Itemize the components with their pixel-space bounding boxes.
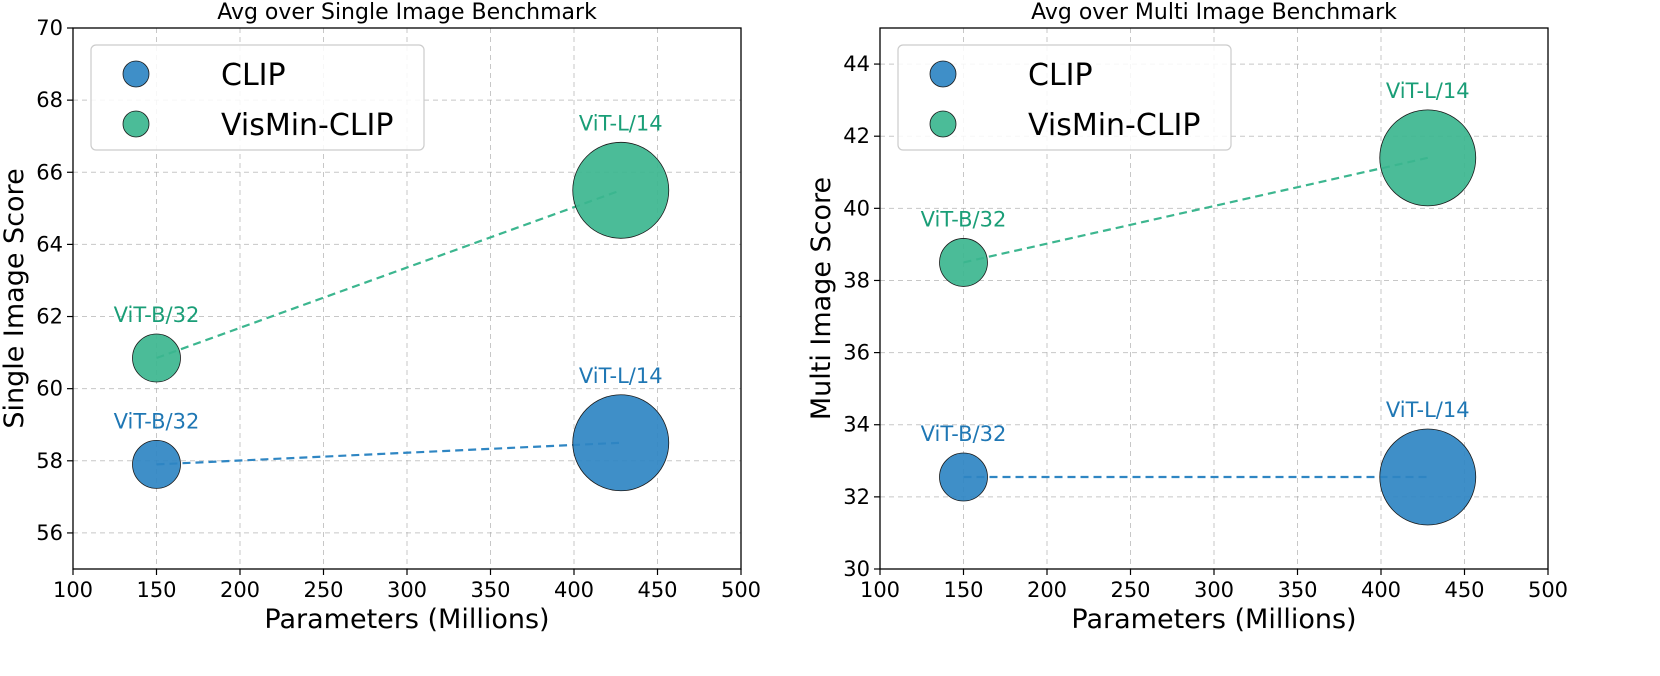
point-label: ViT-B/32 — [921, 207, 1007, 231]
y-axis-label: Single Image Score — [0, 168, 30, 428]
x-tick-label: 350 — [470, 578, 510, 602]
legend: CLIP VisMin-CLIP — [897, 44, 1232, 151]
legend-label: VisMin-CLIP — [1028, 108, 1201, 143]
x-tick-label: 500 — [721, 578, 761, 602]
y-tick-label: 32 — [843, 485, 870, 509]
y-tick-label: 68 — [36, 88, 63, 112]
point-label: ViT-B/32 — [921, 422, 1007, 446]
legend-label: CLIP — [1028, 58, 1093, 93]
bubble-vismin-clip — [1379, 109, 1477, 207]
y-tick-label: 42 — [843, 124, 870, 148]
legend-box — [90, 44, 425, 151]
legend-label: VisMin-CLIP — [221, 108, 394, 143]
legend-marker-vismin-clip — [122, 110, 150, 138]
x-tick-label: 200 — [1027, 578, 1067, 602]
legend-marker-vismin-clip — [929, 110, 957, 138]
trend-line-vismin-clip — [156, 189, 622, 360]
y-tick-label: 40 — [843, 196, 870, 220]
bubble-clip — [572, 394, 670, 492]
legend-marker-clip — [122, 60, 150, 88]
y-tick-label: 56 — [36, 521, 63, 545]
legend-label: CLIP — [221, 58, 286, 93]
x-axis-label: Parameters (Millions) — [1071, 604, 1356, 635]
point-label: ViT-L/14 — [1386, 398, 1470, 422]
bubble-vismin-clip — [939, 238, 988, 287]
y-tick-label: 58 — [36, 449, 63, 473]
point-label: ViT-L/14 — [579, 364, 663, 388]
x-tick-label: 250 — [1110, 578, 1150, 602]
y-tick-label: 30 — [843, 557, 870, 581]
x-tick-label: 400 — [554, 578, 594, 602]
x-tick-label: 250 — [303, 578, 343, 602]
x-tick-label: 150 — [943, 578, 983, 602]
y-tick-label: 38 — [843, 268, 870, 292]
trend-line-vismin-clip — [963, 156, 1429, 264]
point-label: ViT-B/32 — [114, 303, 200, 327]
point-label: ViT-L/14 — [1386, 79, 1470, 103]
y-tick-label: 36 — [843, 341, 870, 365]
x-tick-label: 100 — [860, 578, 900, 602]
y-tick-label: 64 — [36, 232, 63, 256]
x-tick-label: 150 — [136, 578, 176, 602]
y-tick-label: 34 — [843, 413, 870, 437]
chart-2: ViT-B/32 ViT-L/14 ViT-B/32 ViT-L/14 100 150 20… — [806, 0, 1568, 635]
point-label: ViT-L/14 — [579, 111, 663, 135]
bubble-clip — [939, 452, 988, 502]
legend-marker-clip — [929, 60, 957, 88]
x-tick-label: 500 — [1528, 578, 1568, 602]
y-axis-label: Multi Image Score — [806, 177, 837, 420]
y-tick-label: 60 — [36, 377, 63, 401]
chart-1: ViT-B/32 ViT-L/14 ViT-B/32 ViT-L/14 100 150 20… — [0, 0, 761, 635]
legend: CLIP VisMin-CLIP — [90, 44, 425, 151]
y-tick-label: 44 — [843, 52, 870, 76]
x-axis-label: Parameters (Millions) — [264, 604, 549, 635]
chart-title: Avg over Single Image Benchmark — [217, 0, 597, 25]
x-tick-label: 350 — [1277, 578, 1317, 602]
y-tick-label: 66 — [36, 160, 63, 184]
x-tick-label: 450 — [637, 578, 677, 602]
bubble-clip — [132, 440, 181, 489]
x-tick-label: 300 — [1194, 578, 1234, 602]
bubble-vismin-clip — [132, 333, 181, 383]
x-tick-label: 200 — [220, 578, 260, 602]
y-tick-label: 62 — [36, 305, 63, 329]
x-tick-label: 100 — [53, 578, 93, 602]
bubble-vismin-clip — [572, 141, 670, 239]
x-tick-label: 450 — [1444, 578, 1484, 602]
x-tick-label: 300 — [387, 578, 427, 602]
bubble-clip — [1379, 428, 1477, 526]
y-tick-label: 70 — [36, 16, 63, 40]
legend-box — [897, 44, 1232, 151]
x-tick-label: 400 — [1361, 578, 1401, 602]
point-label: ViT-B/32 — [114, 409, 200, 433]
chart-title: Avg over Multi Image Benchmark — [1031, 0, 1397, 25]
